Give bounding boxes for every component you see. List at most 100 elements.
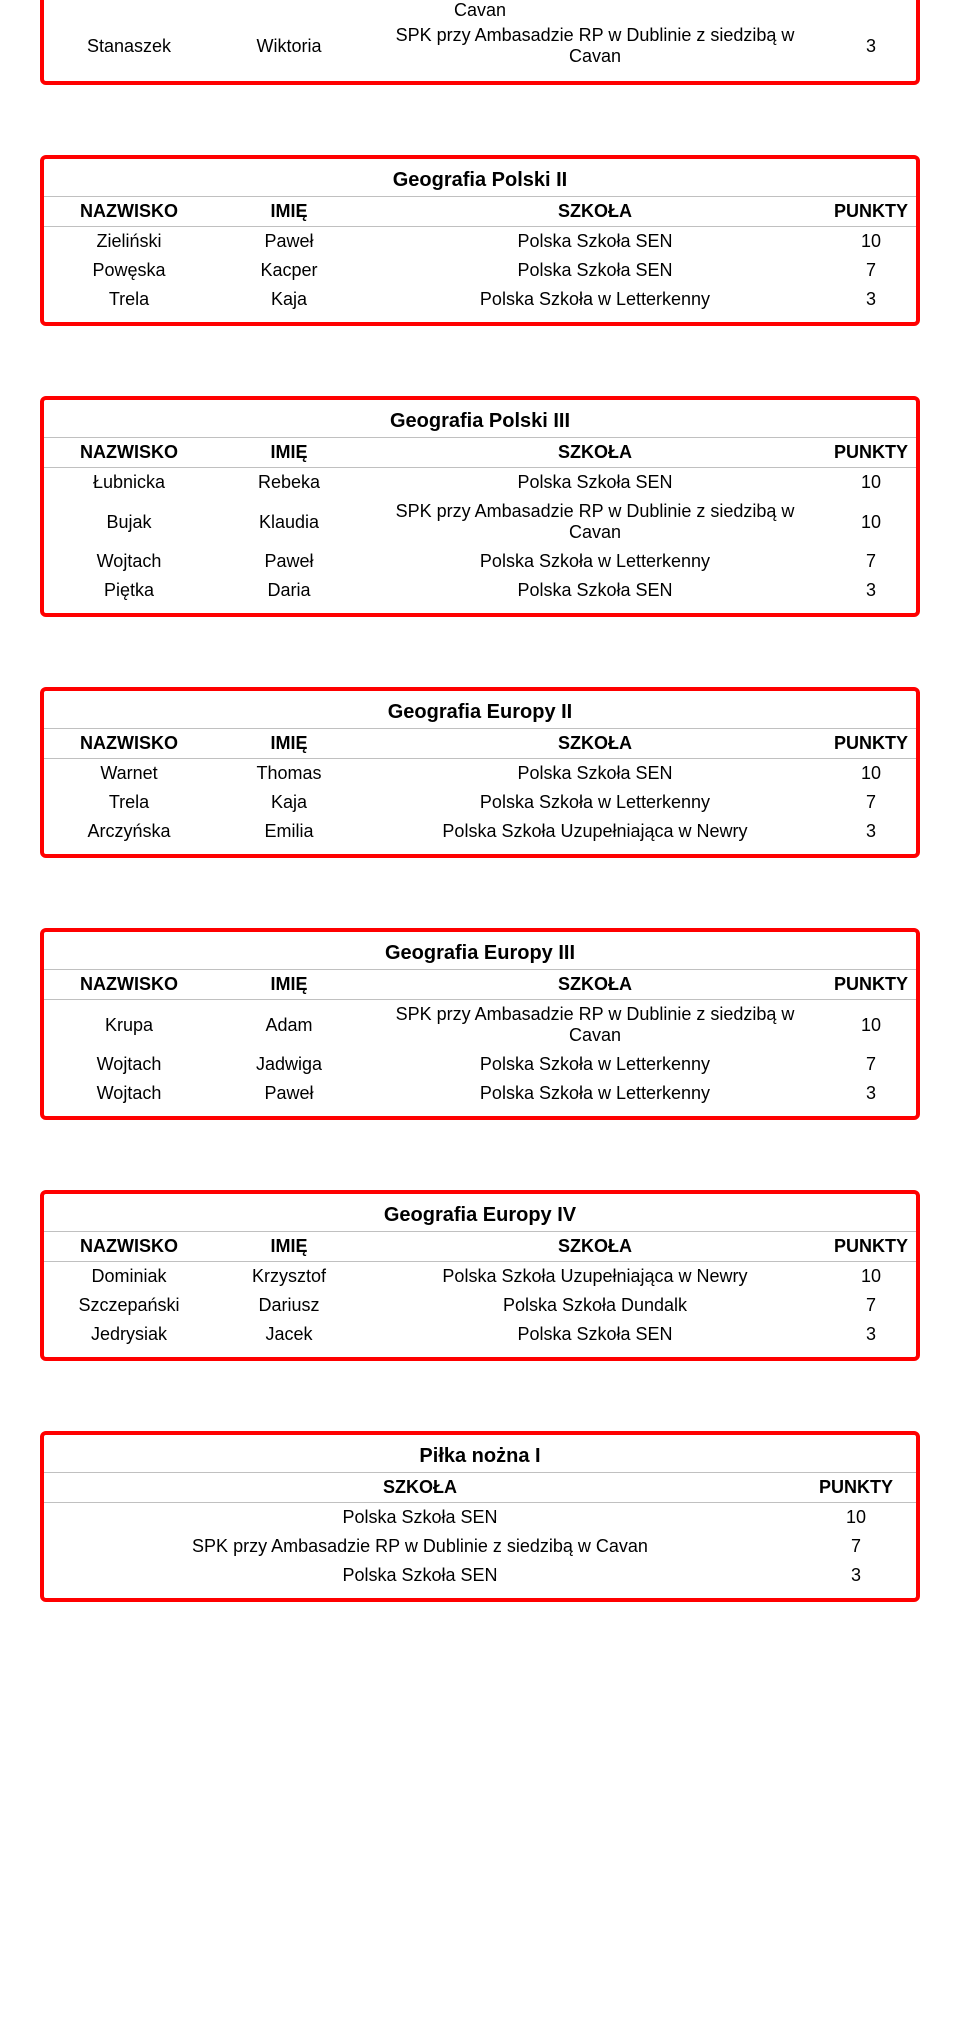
cell-firstname: Thomas xyxy=(214,759,364,789)
top-fragment-cavan: Cavan xyxy=(44,0,916,21)
results-table: NAZWISKOIMIĘSZKOŁAPUNKTYKrupaAdamSPK prz… xyxy=(44,969,916,1108)
section-box: Geografia Europy IVNAZWISKOIMIĘSZKOŁAPUN… xyxy=(40,1190,920,1361)
cell-points: 7 xyxy=(826,547,916,576)
cell-lastname: Wojtach xyxy=(44,1079,214,1108)
section-box: Piłka nożna ISZKOŁAPUNKTYPolska Szkoła S… xyxy=(40,1431,920,1602)
cell-points: 10 xyxy=(826,468,916,498)
table-row: WarnetThomasPolska Szkoła SEN10 xyxy=(44,759,916,789)
cell-points: 3 xyxy=(826,576,916,605)
cell-school: SPK przy Ambasadzie RP w Dublinie z sied… xyxy=(364,497,826,547)
table-row: WojtachPawełPolska Szkoła w Letterkenny3 xyxy=(44,1079,916,1108)
header-points: PUNKTY xyxy=(826,970,916,1000)
cell-firstname: Krzysztof xyxy=(214,1262,364,1292)
cell-points: 10 xyxy=(826,1000,916,1051)
table-row: PowęskaKacperPolska Szkoła SEN7 xyxy=(44,256,916,285)
cell-firstname: Kaja xyxy=(214,788,364,817)
cell-school: Polska Szkoła SEN xyxy=(364,468,826,498)
cell-points: 10 xyxy=(796,1503,916,1533)
cell-lastname: Jedrysiak xyxy=(44,1320,214,1349)
table-row: ZielińskiPawełPolska Szkoła SEN10 xyxy=(44,227,916,257)
cell-lastname: Krupa xyxy=(44,1000,214,1051)
cell-school: Polska Szkoła Dundalk xyxy=(364,1291,826,1320)
cell-school: Polska Szkoła Uzupełniająca w Newry xyxy=(364,1262,826,1292)
table-row: SzczepańskiDariuszPolska Szkoła Dundalk7 xyxy=(44,1291,916,1320)
cell-points: 7 xyxy=(826,788,916,817)
header-firstname: IMIĘ xyxy=(214,970,364,1000)
cell-points: 7 xyxy=(796,1532,916,1561)
cell-school: Polska Szkoła w Letterkenny xyxy=(364,547,826,576)
cell-school: Polska Szkoła SEN xyxy=(44,1503,796,1533)
cell-firstname: Daria xyxy=(214,576,364,605)
results-table: NAZWISKOIMIĘSZKOŁAPUNKTYŁubnickaRebekaPo… xyxy=(44,437,916,605)
results-table: SZKOŁAPUNKTYPolska Szkoła SEN10SPK przy … xyxy=(44,1472,916,1590)
table-row: PiętkaDariaPolska Szkoła SEN3 xyxy=(44,576,916,605)
table-row: WojtachJadwigaPolska Szkoła w Letterkenn… xyxy=(44,1050,916,1079)
header-points: PUNKTY xyxy=(826,438,916,468)
cell-school: Polska Szkoła w Letterkenny xyxy=(364,788,826,817)
cell-points: 3 xyxy=(826,1079,916,1108)
table-row: WojtachPawełPolska Szkoła w Letterkenny7 xyxy=(44,547,916,576)
table-row: KrupaAdamSPK przy Ambasadzie RP w Dublin… xyxy=(44,1000,916,1051)
cell-lastname: Powęska xyxy=(44,256,214,285)
cell-lastname: Wojtach xyxy=(44,547,214,576)
cell-school: Polska Szkoła SEN xyxy=(44,1561,796,1590)
table-row: Polska Szkoła SEN10 xyxy=(44,1503,916,1533)
table-row: ŁubnickaRebekaPolska Szkoła SEN10 xyxy=(44,468,916,498)
cell-lastname: Arczyńska xyxy=(44,817,214,846)
header-school: SZKOŁA xyxy=(364,970,826,1000)
section-title: Geografia Polski II xyxy=(44,163,916,196)
header-points: PUNKTY xyxy=(826,197,916,227)
table-row: JedrysiakJacekPolska Szkoła SEN3 xyxy=(44,1320,916,1349)
cell-firstname: Paweł xyxy=(214,1079,364,1108)
cell-firstname: Paweł xyxy=(214,227,364,257)
cell-points: 7 xyxy=(826,256,916,285)
table-row: ArczyńskaEmiliaPolska Szkoła Uzupełniają… xyxy=(44,817,916,846)
header-school: SZKOŁA xyxy=(364,438,826,468)
cell-firstname: Klaudia xyxy=(214,497,364,547)
cell-points: 10 xyxy=(826,1262,916,1292)
section-title: Geografia Europy IV xyxy=(44,1198,916,1231)
header-school: SZKOŁA xyxy=(44,1473,796,1503)
cell-firstname: Rebeka xyxy=(214,468,364,498)
header-firstname: IMIĘ xyxy=(214,1232,364,1262)
cell-lastname: Piętka xyxy=(44,576,214,605)
cell-school: Polska Szkoła SEN xyxy=(364,576,826,605)
header-lastname: NAZWISKO xyxy=(44,1232,214,1262)
top-fragment-box: Cavan Stanaszek Wiktoria SPK przy Ambasa… xyxy=(40,0,920,85)
cell-firstname: Wiktoria xyxy=(214,21,364,71)
table-row: SPK przy Ambasadzie RP w Dublinie z sied… xyxy=(44,1532,916,1561)
section-title: Piłka nożna I xyxy=(44,1439,916,1472)
cell-firstname: Jacek xyxy=(214,1320,364,1349)
cell-firstname: Paweł xyxy=(214,547,364,576)
cell-school: Polska Szkoła w Letterkenny xyxy=(364,285,826,314)
section-title: Geografia Europy II xyxy=(44,695,916,728)
header-lastname: NAZWISKO xyxy=(44,438,214,468)
table-row: Polska Szkoła SEN3 xyxy=(44,1561,916,1590)
section-title: Geografia Europy III xyxy=(44,936,916,969)
cell-points: 10 xyxy=(826,759,916,789)
section-title: Geografia Polski III xyxy=(44,404,916,437)
header-points: PUNKTY xyxy=(796,1473,916,1503)
header-points: PUNKTY xyxy=(826,1232,916,1262)
cell-school: SPK przy Ambasadzie RP w Dublinie z sied… xyxy=(44,1532,796,1561)
header-lastname: NAZWISKO xyxy=(44,970,214,1000)
cell-school: Polska Szkoła w Letterkenny xyxy=(364,1050,826,1079)
cell-firstname: Kaja xyxy=(214,285,364,314)
cell-points: 3 xyxy=(826,817,916,846)
results-table: NAZWISKOIMIĘSZKOŁAPUNKTYDominiakKrzyszto… xyxy=(44,1231,916,1349)
table-row: DominiakKrzysztofPolska Szkoła Uzupełnia… xyxy=(44,1262,916,1292)
cell-school: Polska Szkoła SEN xyxy=(364,256,826,285)
cell-firstname: Dariusz xyxy=(214,1291,364,1320)
cell-firstname: Emilia xyxy=(214,817,364,846)
cell-school: Polska Szkoła SEN xyxy=(364,1320,826,1349)
cell-points: 3 xyxy=(796,1561,916,1590)
cell-school: Polska Szkoła w Letterkenny xyxy=(364,1079,826,1108)
cell-lastname: Łubnicka xyxy=(44,468,214,498)
header-firstname: IMIĘ xyxy=(214,438,364,468)
cell-points: 7 xyxy=(826,1050,916,1079)
cell-school: Polska Szkoła Uzupełniająca w Newry xyxy=(364,817,826,846)
cell-lastname: Wojtach xyxy=(44,1050,214,1079)
cell-firstname: Adam xyxy=(214,1000,364,1051)
cell-lastname: Stanaszek xyxy=(44,21,214,71)
cell-lastname: Bujak xyxy=(44,497,214,547)
